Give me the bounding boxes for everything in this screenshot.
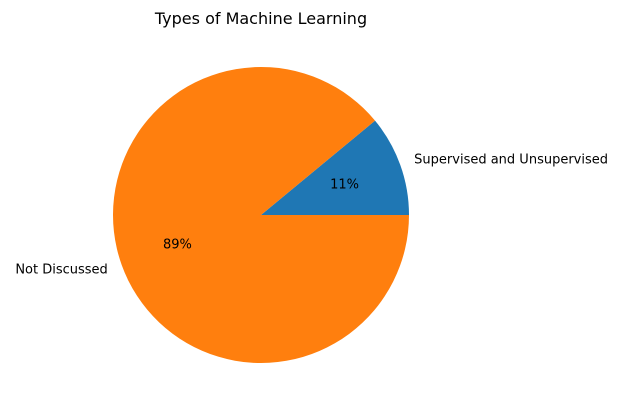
pie-slice-1 — [113, 66, 409, 363]
pie-slice-0-percent: 11% — [330, 177, 359, 192]
pie-slice-0 — [261, 120, 409, 215]
pie-slice-0-label: Supervised and Unsupervised — [414, 152, 608, 167]
pie-slice-1-percent: 89% — [163, 238, 192, 253]
chart-title: Types of Machine Learning — [154, 9, 367, 28]
pie-slice-1-label: Not Discussed — [15, 263, 108, 278]
pie-group: 11% Supervised and Unsupervised 89% Not Dis… — [15, 66, 608, 363]
